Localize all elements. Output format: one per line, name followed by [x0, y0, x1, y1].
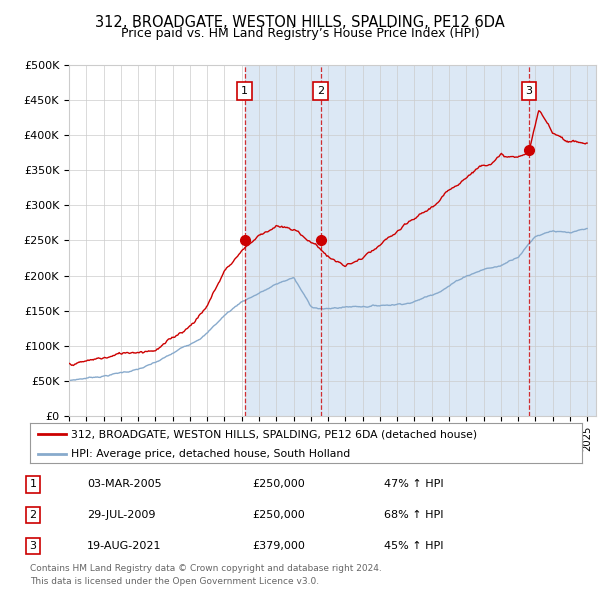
Text: 47% ↑ HPI: 47% ↑ HPI — [384, 480, 443, 489]
Text: 19-AUG-2021: 19-AUG-2021 — [87, 541, 161, 550]
Bar — [321, 65, 529, 416]
Text: This data is licensed under the Open Government Licence v3.0.: This data is licensed under the Open Gov… — [30, 577, 319, 586]
Text: 29-JUL-2009: 29-JUL-2009 — [87, 510, 155, 520]
Text: 1: 1 — [29, 480, 37, 489]
Text: 312, BROADGATE, WESTON HILLS, SPALDING, PE12 6DA: 312, BROADGATE, WESTON HILLS, SPALDING, … — [95, 15, 505, 30]
Text: 1: 1 — [241, 86, 248, 96]
Text: Contains HM Land Registry data © Crown copyright and database right 2024.: Contains HM Land Registry data © Crown c… — [30, 564, 382, 573]
Text: HPI: Average price, detached house, South Holland: HPI: Average price, detached house, Sout… — [71, 450, 350, 460]
Text: £250,000: £250,000 — [252, 480, 305, 489]
Text: 3: 3 — [526, 86, 532, 96]
Text: £250,000: £250,000 — [252, 510, 305, 520]
Text: 3: 3 — [29, 541, 37, 550]
Text: 312, BROADGATE, WESTON HILLS, SPALDING, PE12 6DA (detached house): 312, BROADGATE, WESTON HILLS, SPALDING, … — [71, 430, 478, 440]
Bar — [245, 65, 321, 416]
Text: 03-MAR-2005: 03-MAR-2005 — [87, 480, 161, 489]
Text: 45% ↑ HPI: 45% ↑ HPI — [384, 541, 443, 550]
Text: £379,000: £379,000 — [252, 541, 305, 550]
Bar — [529, 65, 596, 416]
Text: 68% ↑ HPI: 68% ↑ HPI — [384, 510, 443, 520]
Text: 2: 2 — [29, 510, 37, 520]
Text: Price paid vs. HM Land Registry’s House Price Index (HPI): Price paid vs. HM Land Registry’s House … — [121, 27, 479, 40]
Text: 2: 2 — [317, 86, 325, 96]
